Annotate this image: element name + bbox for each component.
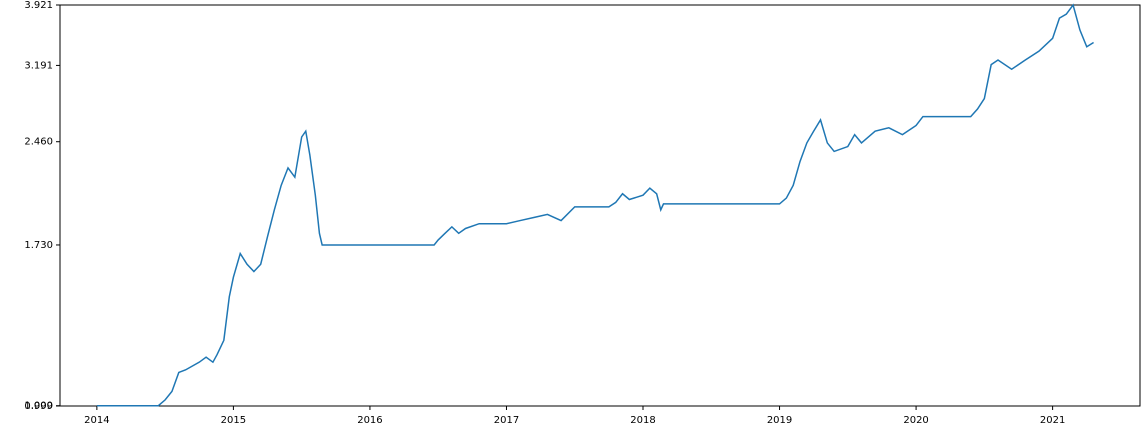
x-tick-label: 2014 bbox=[84, 415, 109, 426]
y-tick-label: 3.921 bbox=[24, 0, 53, 11]
y-tick-label: 2.460 bbox=[24, 137, 53, 148]
plot-frame bbox=[59, 4, 1141, 407]
x-tick-label: 2017 bbox=[494, 415, 519, 426]
y-tick-label: 0.999 bbox=[24, 401, 53, 412]
x-tick-label: 2018 bbox=[630, 415, 655, 426]
x-tick-label: 2020 bbox=[903, 415, 928, 426]
y-tick-label: 1.730 bbox=[24, 240, 53, 251]
x-tick-label: 2019 bbox=[767, 415, 792, 426]
line-series bbox=[96, 3, 1094, 407]
x-tick-label: 2021 bbox=[1040, 415, 1065, 426]
y-tick-label: 1.000 bbox=[24, 401, 53, 412]
x-tick-label: 2015 bbox=[221, 415, 246, 426]
y-tick-label: 3.191 bbox=[24, 60, 53, 71]
x-tick-label: 2016 bbox=[357, 415, 382, 426]
